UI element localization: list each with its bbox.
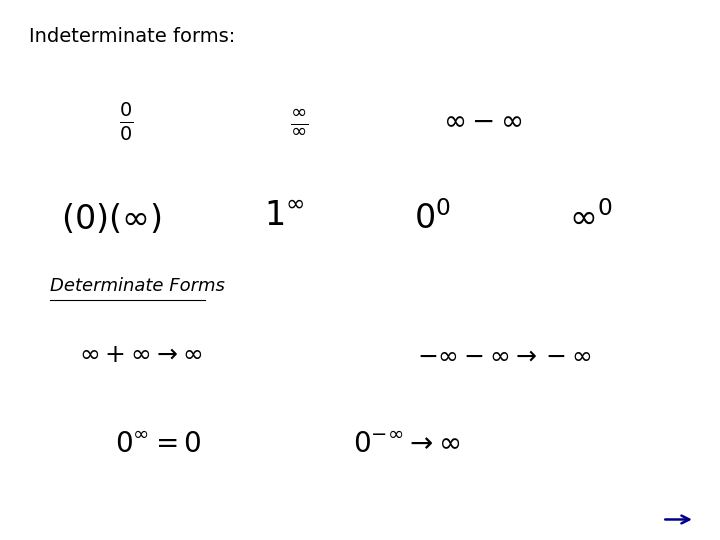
Text: $\infty^{0}$: $\infty^{0}$ bbox=[569, 204, 612, 233]
Text: $\infty - \infty$: $\infty - \infty$ bbox=[443, 109, 522, 134]
Text: $0^{-\infty} \rightarrow \infty$: $0^{-\infty} \rightarrow \infty$ bbox=[353, 433, 461, 458]
Text: $1^{\infty}$: $1^{\infty}$ bbox=[264, 204, 305, 233]
Text: $\frac{0}{0}$: $\frac{0}{0}$ bbox=[119, 100, 133, 143]
Text: Indeterminate forms:: Indeterminate forms: bbox=[29, 27, 235, 46]
Text: Determinate Forms: Determinate Forms bbox=[50, 277, 225, 295]
Text: $\infty + \infty \rightarrow \infty$: $\infty + \infty \rightarrow \infty$ bbox=[78, 345, 202, 368]
Text: $(0)(\infty)$: $(0)(\infty)$ bbox=[61, 202, 162, 235]
Text: $\frac{\infty}{\infty}$: $\frac{\infty}{\infty}$ bbox=[289, 107, 308, 136]
Text: $0^{\infty} = 0$: $0^{\infty} = 0$ bbox=[115, 433, 202, 458]
Text: $0^{0}$: $0^{0}$ bbox=[413, 201, 451, 236]
Text: $-\infty - \infty \rightarrow -\infty$: $-\infty - \infty \rightarrow -\infty$ bbox=[417, 345, 591, 368]
